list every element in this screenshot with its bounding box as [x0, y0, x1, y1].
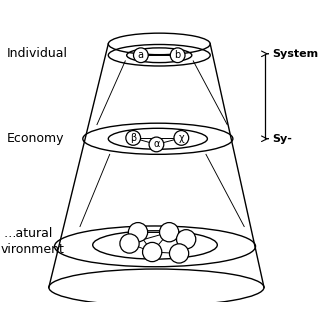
Text: b: b [174, 50, 181, 60]
Text: Sy-: Sy- [273, 134, 292, 144]
Circle shape [174, 131, 189, 145]
Circle shape [149, 137, 164, 152]
Text: a: a [138, 50, 144, 60]
Text: Economy: Economy [6, 132, 64, 145]
Circle shape [170, 244, 189, 263]
Circle shape [120, 234, 139, 253]
Text: Individual: Individual [6, 47, 67, 60]
Circle shape [133, 48, 148, 63]
Text: χ: χ [179, 133, 184, 143]
Circle shape [142, 242, 162, 262]
Text: α: α [153, 140, 160, 149]
Text: β: β [130, 133, 136, 143]
Circle shape [128, 223, 148, 242]
Circle shape [160, 223, 179, 242]
Circle shape [177, 230, 196, 249]
Text: vironment: vironment [1, 243, 65, 256]
Text: System: System [273, 49, 319, 59]
Text: …atural: …atural [4, 227, 53, 240]
Circle shape [126, 131, 140, 145]
Circle shape [170, 48, 185, 63]
